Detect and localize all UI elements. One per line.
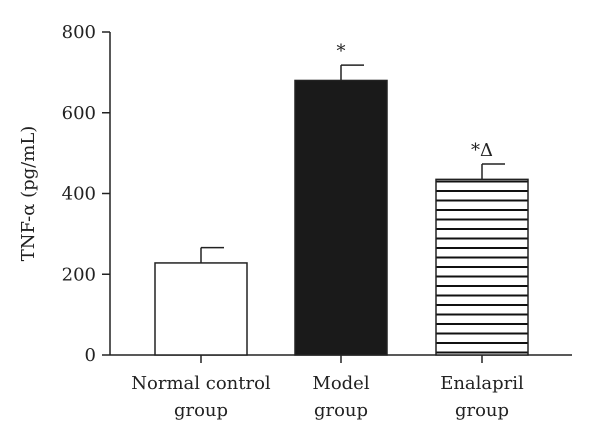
significance-label: *Δ [471,140,493,161]
bar [435,178,529,356]
x-tick-label: group [455,400,509,421]
axes: 0 200 400 600 800 TNF-α (pg/mL) [18,22,572,366]
x-tick-label: group [314,400,368,421]
x-tick-label: Normal control [131,373,271,394]
bar [154,262,248,356]
y-tick-label: 600 [62,103,96,124]
y-axis-title: TNF-α (pg/mL) [18,126,39,262]
bar [294,79,388,356]
labels: Normal control group Model group * Enalapril g… [131,41,524,421]
x-tick-label: Enalapril [440,373,524,394]
y-tick-label: 200 [62,264,96,285]
y-tick-label: 800 [62,22,96,43]
y-tick-label: 400 [62,184,96,205]
significance-label: * [337,41,346,62]
x-tick-label: group [174,400,228,421]
y-tick-label: 0 [85,345,96,366]
x-tick-label: Model [312,373,369,394]
bars [154,64,529,356]
